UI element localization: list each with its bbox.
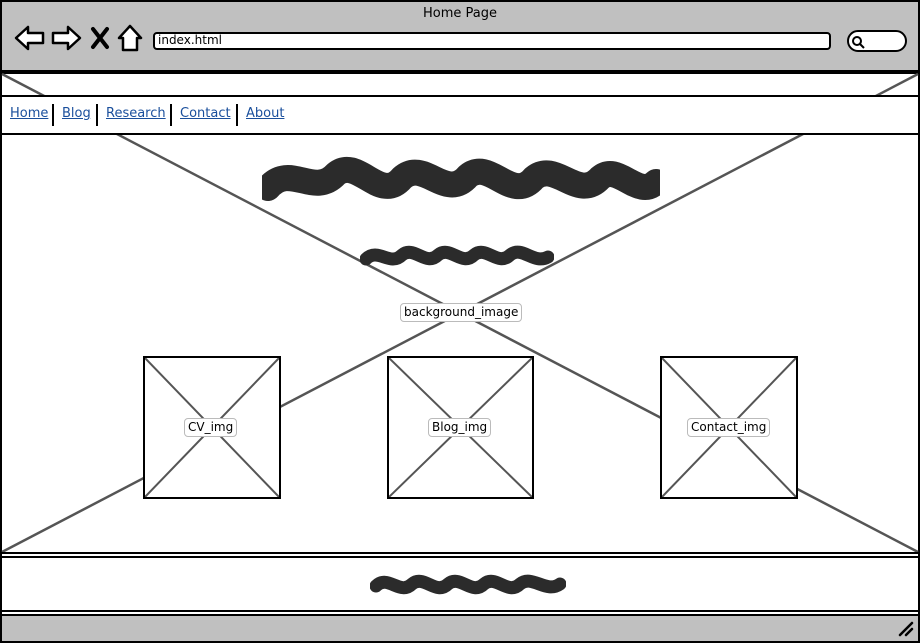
resize-grip-icon[interactable]: [896, 619, 914, 637]
cv-image-label: CV_img: [184, 418, 238, 437]
nav-separator: [52, 104, 54, 126]
nav-link-about[interactable]: About: [246, 106, 285, 121]
content-frame: [0, 72, 920, 643]
nav-separator: [96, 104, 98, 126]
window-title: Home Page: [423, 6, 497, 21]
close-x-icon[interactable]: [88, 24, 112, 52]
home-icon[interactable]: [116, 24, 144, 52]
nav-link-contact[interactable]: Contact: [180, 106, 231, 121]
nav-link-home[interactable]: Home: [10, 106, 49, 121]
nav-link-blog[interactable]: Blog: [62, 106, 91, 121]
blog-image-label: Blog_img: [428, 418, 492, 437]
forward-arrow-icon[interactable]: [50, 24, 82, 52]
nav-link-research[interactable]: Research: [106, 106, 166, 121]
nav-separator: [236, 104, 238, 126]
back-arrow-icon[interactable]: [14, 24, 46, 52]
scribble-footer-text: [370, 574, 566, 595]
scribble-title: [262, 156, 660, 201]
contact-image-label: Contact_img: [687, 418, 771, 437]
nav-bar: [2, 95, 918, 135]
address-bar-url: index.html: [158, 33, 222, 47]
status-bar: [2, 614, 918, 641]
background-image-label: background_image: [400, 303, 523, 322]
nav-separator: [170, 104, 172, 126]
search-icon: [852, 36, 865, 49]
scribble-subtitle: [360, 245, 554, 266]
address-bar[interactable]: [153, 32, 831, 50]
